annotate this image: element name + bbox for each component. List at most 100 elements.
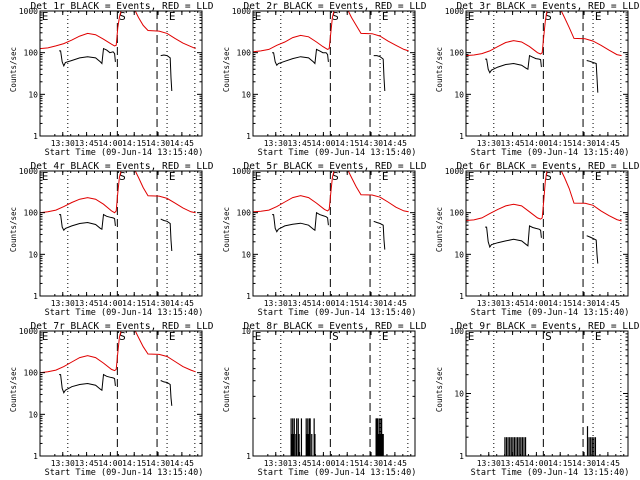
y-tick-label: 10 [454, 90, 464, 99]
panel-title: Det 9r BLACK = Events, RED = LLD [456, 321, 639, 332]
lld-series-line [466, 171, 622, 222]
x-axis-label: Start Time (09-Jun-14 13:15:40) [258, 148, 417, 158]
y-tick-label: 10 [28, 410, 38, 419]
x-tick-label: 14:15 [548, 299, 572, 308]
marker-letter-e: E [468, 10, 475, 23]
x-axis-label: Start Time (09-Jun-14 13:15:40) [258, 468, 417, 478]
x-tick-label: 14:00 [98, 459, 122, 468]
x-tick-label: 14:45 [596, 139, 620, 148]
x-tick-label: 14:45 [170, 139, 194, 148]
y-tick-label: 1000 [445, 7, 464, 16]
marker-letter-e: E [255, 10, 262, 23]
panel-title: Det 3r BLACK = Events, RED = LLD [456, 1, 639, 12]
marker-letter-e: E [255, 170, 262, 183]
marker-letter-s: S [545, 330, 552, 343]
x-axis-label: Start Time (09-Jun-14 13:15:40) [471, 308, 630, 318]
y-axis-label: Counts/sec [9, 47, 18, 92]
y-axis-label: Counts/sec [222, 47, 231, 92]
y-tick-label: 1000 [19, 327, 38, 336]
y-axis-label: Counts/sec [435, 367, 444, 412]
y-tick-label: 1000 [19, 167, 38, 176]
x-tick-label: 13:30 [264, 459, 288, 468]
y-tick-label: 1 [246, 292, 251, 301]
x-tick-label: 14:00 [311, 299, 335, 308]
x-tick-label: 13:30 [51, 299, 75, 308]
detector-panel-8: Det 8r BLACK = Events, RED = LLD E S E 1 10 13… [213, 320, 426, 480]
marker-letter-e: E [382, 170, 389, 183]
y-tick-label: 100 [450, 327, 465, 336]
y-tick-label: 1 [246, 132, 251, 141]
x-tick-label: 14:30 [359, 459, 383, 468]
x-tick-label: 14:30 [146, 459, 170, 468]
lld-series-line [40, 171, 196, 214]
y-tick-label: 100 [237, 209, 252, 218]
marker-letter-e: E [42, 330, 49, 343]
x-tick-label: 14:45 [383, 139, 407, 148]
y-tick-label: 10 [454, 390, 464, 399]
x-tick-label: 13:45 [75, 139, 99, 148]
x-tick-label: 14:30 [572, 299, 596, 308]
marker-letter-e: E [595, 10, 602, 23]
x-tick-label: 14:45 [383, 459, 407, 468]
panel-title: Det 7r BLACK = Events, RED = LLD [30, 321, 213, 332]
events-series-line [485, 225, 542, 249]
x-tick-label: 14:30 [572, 139, 596, 148]
y-axis-label: Counts/sec [222, 207, 231, 252]
panel-title: Det 5r BLACK = Events, RED = LLD [243, 161, 426, 172]
y-tick-label: 1 [33, 132, 38, 141]
x-tick-label: 13:30 [477, 139, 501, 148]
detector-panel-6: Det 6r BLACK = Events, RED = LLD E S E 1 10 10… [426, 160, 639, 320]
y-tick-label: 1 [459, 132, 464, 141]
y-tick-label: 100 [450, 209, 465, 218]
events-series-line [59, 213, 116, 232]
y-tick-label: 1 [459, 452, 464, 461]
marker-letter-s: S [119, 10, 126, 23]
x-axis-label: Start Time (09-Jun-14 13:15:40) [45, 148, 204, 158]
plot-frame [39, 10, 203, 137]
marker-letter-e: E [468, 330, 475, 343]
x-tick-label: 14:30 [146, 299, 170, 308]
x-tick-label: 14:30 [572, 459, 596, 468]
y-tick-label: 10 [241, 327, 251, 336]
x-tick-label: 14:30 [359, 299, 383, 308]
x-tick-label: 13:45 [501, 459, 525, 468]
marker-letter-e: E [255, 330, 262, 343]
marker-letter-e: E [169, 330, 176, 343]
x-tick-label: 14:45 [596, 299, 620, 308]
y-tick-label: 10 [241, 90, 251, 99]
x-tick-label: 14:15 [335, 299, 359, 308]
x-tick-label: 14:00 [311, 459, 335, 468]
detector-panel-1: Det 1r BLACK = Events, RED = LLD E S E 1 10 10… [0, 0, 213, 160]
y-tick-label: 10 [454, 250, 464, 259]
plot-frame [252, 330, 416, 457]
plot-frame [465, 170, 629, 297]
marker-letter-s: S [119, 170, 126, 183]
x-tick-label: 13:45 [501, 139, 525, 148]
y-tick-label: 100 [24, 369, 39, 378]
y-tick-label: 10 [241, 250, 251, 259]
x-tick-label: 14:00 [524, 459, 548, 468]
events-series-line [373, 220, 386, 250]
y-tick-label: 100 [24, 49, 39, 58]
x-tick-label: 14:00 [524, 299, 548, 308]
events-series-line [160, 54, 173, 92]
x-tick-label: 14:15 [548, 459, 572, 468]
x-tick-label: 14:45 [170, 459, 194, 468]
y-tick-label: 1 [33, 292, 38, 301]
y-tick-label: 1 [246, 452, 251, 461]
x-tick-label: 13:30 [51, 459, 75, 468]
plot-frame [252, 10, 416, 137]
marker-letter-e: E [468, 170, 475, 183]
x-tick-label: 14:15 [122, 459, 146, 468]
marker-letter-e: E [42, 10, 49, 23]
marker-letter-e: E [169, 10, 176, 23]
detector-panel-4: Det 4r BLACK = Events, RED = LLD E S E 1 10 10… [0, 160, 213, 320]
x-tick-label: 13:45 [75, 459, 99, 468]
events-series-line [586, 235, 599, 264]
marker-letter-e: E [169, 170, 176, 183]
